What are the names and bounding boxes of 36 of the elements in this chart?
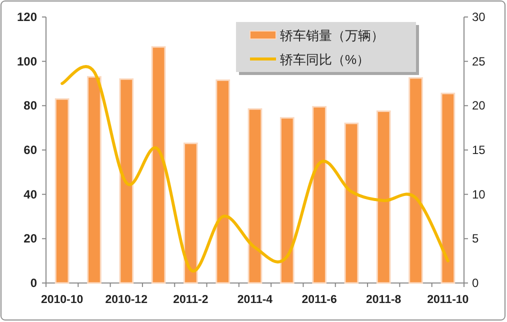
y2-tick-label: 15 [472, 143, 486, 157]
bar [151, 46, 166, 284]
y-tick-label: 100 [16, 54, 38, 68]
y2-tick-label: 25 [472, 54, 486, 68]
bar [54, 98, 70, 284]
y2-tick-label: 10 [472, 187, 486, 202]
x-tick-label: 2010-12 [105, 294, 148, 306]
bar [440, 92, 456, 284]
bar [184, 142, 198, 284]
y2-tick-label: 5 [472, 232, 479, 246]
bar [87, 76, 102, 284]
bar [248, 108, 262, 284]
x-tick-label: 2011-10 [427, 294, 469, 306]
x-tick-label: 2011-2 [173, 294, 208, 306]
y-tick-label: 20 [24, 232, 38, 246]
bar [280, 117, 294, 284]
bar [312, 106, 326, 284]
bar [408, 77, 423, 284]
y2-tick-label: 30 [472, 10, 486, 24]
y2-tick-label: 0 [472, 276, 479, 290]
x-tick-label: 2011-8 [366, 294, 402, 306]
y-tick-label: 120 [16, 10, 38, 24]
bar [119, 78, 134, 284]
y-tick-label: 60 [24, 143, 38, 157]
y-tick-label: 0 [30, 276, 38, 290]
x-tick-label: 2010-10 [40, 294, 84, 306]
y-tick-label: 80 [24, 98, 38, 113]
legend-label: 轿车同比（%） [280, 52, 370, 67]
y-tick-label: 40 [24, 187, 38, 202]
legend-label: 轿车销量（万辆） [280, 28, 384, 43]
bar [344, 122, 359, 284]
x-tick-label: 2011-4 [237, 294, 274, 306]
x-tick-label: 2011-6 [302, 294, 337, 306]
bar [216, 79, 230, 284]
y2-tick-label: 20 [472, 98, 486, 113]
bar [376, 110, 391, 284]
